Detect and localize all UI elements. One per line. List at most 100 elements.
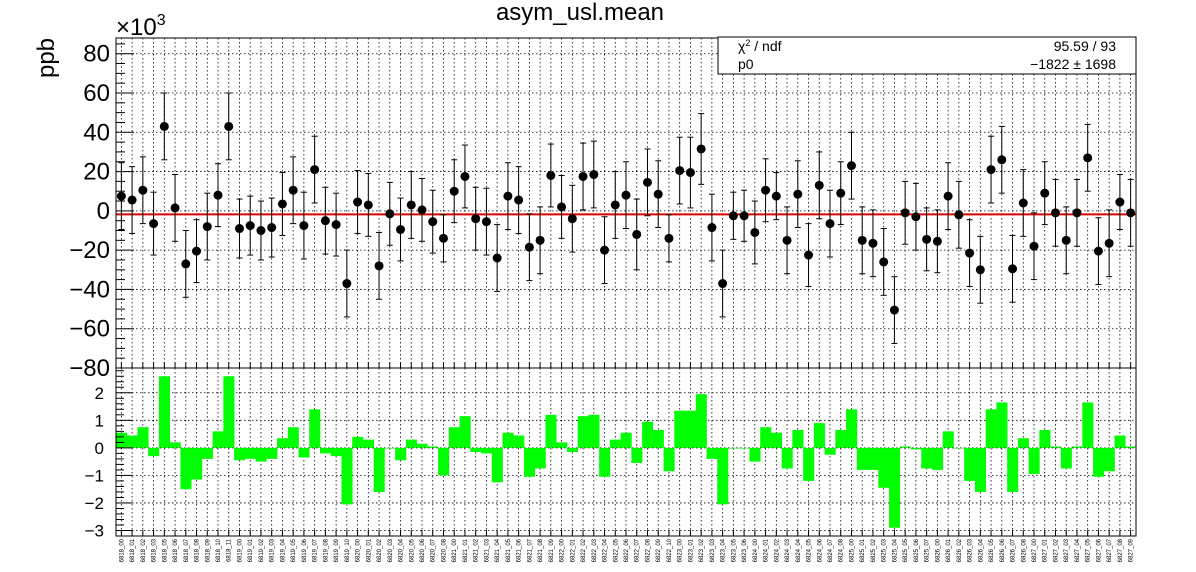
residual-bar (813, 423, 825, 448)
data-point (728, 191, 738, 240)
data-marker (1072, 208, 1082, 218)
residual-bar (706, 447, 718, 459)
data-point (1008, 234, 1018, 303)
data-marker (739, 211, 749, 221)
residual-bar (244, 447, 256, 459)
residual-bar (867, 447, 879, 470)
x-axis-label: 6823_04 (721, 538, 727, 562)
data-point (481, 187, 491, 256)
data-marker (310, 165, 320, 175)
residual-bar (277, 438, 289, 448)
x-axis-label: 6818_03 (152, 538, 158, 562)
x-axis-label: 6827_09 (1129, 538, 1135, 562)
data-point (653, 160, 663, 229)
data-point (868, 209, 878, 278)
data-marker (288, 185, 298, 195)
x-axis-label: 6825_00 (849, 538, 855, 562)
residual-bar (556, 442, 568, 448)
x-axis-label: 6819_01 (248, 538, 254, 562)
residual-bar (878, 447, 890, 488)
data-point (1115, 174, 1125, 231)
data-marker (546, 171, 556, 180)
x-axis-label: 6822_00 (560, 538, 566, 562)
x-axis-label: 6818_01 (130, 538, 136, 562)
residual-bar (631, 447, 643, 464)
data-point (417, 177, 427, 242)
data-point (116, 162, 126, 231)
data-point (965, 219, 975, 287)
residual-bar (1028, 447, 1040, 475)
x-axis-label: 6826_03 (968, 538, 974, 562)
data-marker (707, 223, 717, 233)
residual-bar (137, 427, 149, 448)
stats-p0-label: p0 (738, 56, 754, 72)
data-marker (1018, 198, 1028, 208)
data-marker (954, 210, 964, 220)
data-marker (449, 186, 459, 196)
data-marker (320, 216, 330, 226)
data-point (642, 148, 652, 217)
data-point (1050, 178, 1060, 247)
residual-bar (1017, 438, 1029, 448)
residual-bar (534, 447, 546, 469)
data-point (320, 186, 330, 255)
x-axis-label: 6820_00 (356, 538, 362, 562)
residual-bar (341, 447, 353, 505)
data-point (224, 92, 234, 161)
x-axis-label: 6822_02 (581, 538, 587, 562)
residual-bar (384, 447, 396, 449)
residual-bar (728, 447, 740, 449)
data-marker (868, 238, 878, 248)
data-marker (825, 219, 835, 229)
y-tick-label: −40 (69, 276, 110, 303)
x-axis-label: 6819_09 (334, 538, 340, 562)
residual-bar (856, 447, 868, 470)
data-marker (975, 265, 985, 275)
x-axis-label: 6824_07 (828, 538, 834, 562)
data-point (138, 156, 148, 225)
residual-tick-label: 2 (95, 384, 104, 403)
x-axis-label: 6826_01 (946, 538, 952, 562)
stats-chi2-label: χ2 / ndf (738, 38, 782, 54)
x-axis-label: 6827_02 (1053, 538, 1059, 562)
data-marker (965, 248, 975, 258)
data-marker (943, 191, 953, 201)
y-tick-label: −80 (69, 355, 110, 382)
data-point (900, 180, 910, 245)
data-marker (406, 200, 416, 210)
x-axis-label: 6821_01 (463, 538, 469, 562)
residual-bar (996, 402, 1008, 448)
residual-bar (620, 432, 632, 448)
x-axis-label: 6818_11 (227, 538, 233, 562)
residual-bar (298, 447, 310, 458)
x-axis-label: 6826_07 (1011, 538, 1017, 562)
y-tick-label: −20 (69, 237, 110, 264)
data-marker (922, 234, 932, 244)
data-point (1093, 217, 1103, 286)
data-marker (471, 214, 481, 224)
residual-bar (1114, 435, 1126, 448)
data-marker (889, 305, 899, 315)
data-point (761, 158, 771, 223)
data-point (632, 198, 642, 271)
residual-bar (964, 447, 976, 481)
residual-bar (1103, 447, 1115, 472)
residual-bar (116, 432, 128, 448)
residual-bar (899, 446, 911, 448)
data-point (943, 162, 953, 231)
residual-bar (1060, 447, 1072, 469)
residual-bars (116, 376, 1137, 528)
data-point (396, 197, 406, 262)
residual-bar (481, 447, 493, 454)
data-marker (192, 246, 202, 256)
data-marker (535, 235, 545, 245)
data-point (986, 135, 996, 204)
x-axis-label: 6822_01 (570, 538, 576, 562)
x-axis-label: 6820_07 (431, 538, 437, 562)
residual-bar (427, 446, 439, 448)
data-point (363, 173, 373, 237)
residual-bar (395, 447, 407, 461)
data-point (353, 170, 363, 234)
chart-title: asym_usl.mean (496, 0, 664, 26)
data-marker (116, 191, 126, 201)
